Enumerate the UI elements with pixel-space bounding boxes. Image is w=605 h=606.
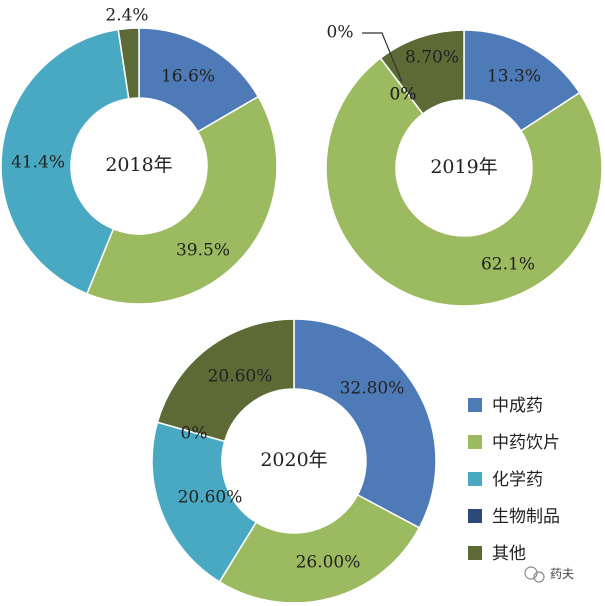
slice-qita <box>117 27 140 100</box>
data-label-qita: 2.4% <box>105 6 148 26</box>
data-label-zhongchengyao: 16.6% <box>161 67 215 87</box>
legend-item-zhongyaoyinpian: 中药饮片 <box>468 433 560 453</box>
data-label-zhongyaoyinpian: 39.5% <box>176 241 230 261</box>
wechat-icon-secondary <box>533 571 545 583</box>
donut-center-title: 2020年 <box>260 449 327 471</box>
legend-label: 中药饮片 <box>492 433 560 453</box>
watermark: 药夫 <box>524 566 574 583</box>
legend-swatch <box>468 546 482 560</box>
slice-qita <box>156 318 295 443</box>
data-label-qita: 8.70% <box>405 48 459 68</box>
data-label-shengwuzhipin: 0% <box>390 85 417 105</box>
slice-zhongyaoyinpian <box>85 95 278 305</box>
data-label-zhongchengyao: 13.3% <box>487 67 541 87</box>
data-label-outside: 0% <box>327 23 354 43</box>
legend-item-huaxueyao: 化学药 <box>468 470 543 490</box>
data-label-huaxueyao: 41.4% <box>11 153 65 173</box>
watermark-text: 药夫 <box>550 567 574 581</box>
legend-swatch <box>468 472 482 486</box>
slice-zhongyaoyinpian <box>325 57 603 307</box>
data-label-zhongyaoyinpian: 26.00% <box>296 553 361 573</box>
data-label-zhongyaoyinpian: 62.1% <box>481 255 535 275</box>
leader-line <box>362 32 403 83</box>
legend-item-zhongchengyao: 中成药 <box>468 396 543 416</box>
data-label-huaxueyao: 0% <box>390 85 417 105</box>
legend-item-shengwuzhipin: 生物制品 <box>468 507 560 527</box>
donut-center-title: 2018年 <box>105 154 172 176</box>
slice-zhongchengyao <box>463 29 581 132</box>
data-label-zhongchengyao: 32.80% <box>340 379 405 399</box>
slice-huaxueyao <box>151 421 258 583</box>
donut-center-title: 2019年 <box>430 156 497 178</box>
legend-label: 中成药 <box>492 396 543 416</box>
legend-swatch <box>468 509 482 523</box>
slice-qita <box>379 29 465 115</box>
donut-chart-2020: 32.80% 26.00% 20.60% 0% 20.60% 2020年 <box>151 318 437 604</box>
data-label-shengwuzhipin: 0% <box>181 424 208 444</box>
slice-huaxueyao <box>0 28 130 295</box>
legend-swatch <box>468 398 482 412</box>
data-label-qita: 20.60% <box>208 367 273 387</box>
data-label-huaxueyao: 20.60% <box>178 488 243 508</box>
slice-zhongyaoyinpian <box>218 493 421 604</box>
donut-chart-2018: 16.6% 39.5% 41.4% 2.4% 2018年 <box>0 6 278 305</box>
legend-item-qita: 其他 <box>468 544 526 564</box>
slice-zhongchengyao <box>293 318 437 529</box>
legend-label: 其他 <box>492 544 526 564</box>
legend-label: 化学药 <box>492 470 543 490</box>
legend-swatch <box>468 435 482 449</box>
legend-label: 生物制品 <box>492 507 560 527</box>
